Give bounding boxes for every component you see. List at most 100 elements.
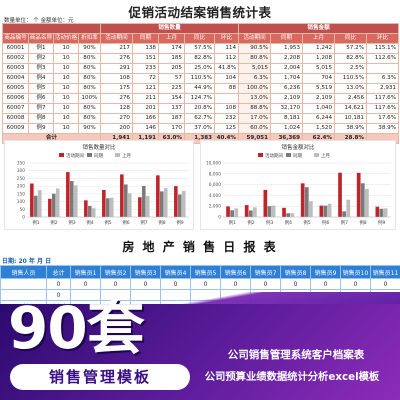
y-tick-label: 8,000	[209, 171, 222, 177]
table-cell: 154	[158, 93, 185, 104]
column-header: 商品名称	[28, 33, 54, 44]
daily-cell: 0	[370, 278, 400, 290]
bar	[338, 172, 342, 217]
daily-cell: 0	[190, 278, 221, 290]
table-cell: 17.0%	[238, 113, 272, 124]
table-cell: 10	[53, 63, 79, 74]
bar	[52, 193, 56, 217]
y-tick-label: 250	[17, 176, 25, 182]
table-cell: 1,520	[302, 123, 336, 134]
promo-line-2: 公司预算业绩数据统计分析excel模板	[204, 371, 380, 383]
daily-column-header: 销售员9	[310, 265, 341, 279]
table-cell: 5,015	[238, 63, 272, 74]
bar	[263, 189, 268, 217]
bar	[234, 208, 239, 217]
table-cell: 233	[132, 63, 159, 74]
table-cell: 例1	[28, 43, 54, 54]
column-header: 活动价格	[53, 33, 79, 44]
bar	[55, 188, 60, 217]
bar	[163, 188, 168, 217]
table-cell: 2,208	[270, 53, 304, 64]
column-header: 上月	[158, 33, 185, 44]
table-cell: 100%	[78, 93, 101, 104]
table-cell: 108	[213, 103, 240, 114]
table-cell: 1,953	[270, 43, 304, 54]
bar	[323, 205, 328, 217]
bar	[120, 174, 124, 217]
column-header-row: 商品编号 商品名称 活动价格 折扣率 活动期间 同期 上月 同比 环比 活动期间 同期 上月 同比 环比	[2, 33, 400, 44]
table-cell: 146	[132, 123, 159, 134]
table-cell: 170	[158, 123, 185, 134]
promo-count: 90套	[8, 294, 145, 362]
y-tick-label: 150	[17, 191, 25, 197]
table-cell: 1,024	[270, 123, 304, 134]
table-cell: 115.1%	[366, 43, 400, 54]
bar	[70, 181, 74, 217]
bar	[244, 205, 249, 217]
table-cell: 2,109	[302, 93, 336, 104]
total-row: 合计 1,941 1,191 63.0% 1,383 40.4% 59,051 36,369 6…	[2, 133, 400, 144]
table-cell: 60005	[2, 83, 29, 94]
bar	[178, 194, 182, 217]
table-cell: 117.6%	[366, 93, 400, 104]
table-cell: 5,519	[302, 83, 336, 94]
table-cell: 13.0%	[334, 83, 368, 94]
promo-sales-table: 销售数量 销售金额 商品编号 商品名称 活动价格 折扣率 活动期间 同期 上月 同比 环比 活动期…	[2, 23, 400, 144]
table-cell: 112	[213, 53, 240, 64]
y-tick-label: 350	[17, 161, 25, 167]
x-tick-label: 例9	[176, 219, 183, 226]
bar	[106, 198, 110, 217]
bar	[360, 183, 365, 217]
column-header: 商品编号	[2, 33, 29, 44]
table-cell: 125	[213, 123, 240, 134]
bar	[286, 213, 290, 217]
promo-line-1: 公司销售管理系统客户档案表	[227, 349, 365, 361]
table-cell: 32,170	[270, 103, 304, 114]
daily-column-header: 总计	[46, 265, 71, 279]
bar	[342, 211, 346, 217]
y-tick-label: 50	[20, 207, 26, 213]
bar	[127, 193, 132, 217]
bar	[138, 197, 142, 217]
column-header: 环比	[366, 33, 400, 44]
x-tick-label: 例3	[266, 219, 273, 226]
table-cell: 25.0%	[184, 63, 215, 74]
table-cell: 62.7%	[184, 113, 215, 124]
daily-cell: 0	[160, 278, 191, 290]
group-qty-header: 销售数量	[99, 23, 240, 34]
column-header: 活动期间	[238, 33, 272, 44]
bar	[309, 201, 313, 217]
bar	[356, 172, 361, 217]
daily-column-header: 销售员4	[160, 265, 191, 279]
table-cell: 10	[53, 93, 79, 104]
chart-title: 销售数量对比	[82, 143, 116, 151]
bar	[48, 198, 52, 217]
table-cell: 14,621	[334, 103, 368, 114]
column-header: 同比	[184, 33, 215, 44]
table-cell: 90%	[78, 43, 101, 54]
y-tick-label: 0	[22, 215, 25, 221]
table-cell: 90%	[78, 123, 101, 134]
bar	[160, 191, 164, 217]
table-cell: 72	[132, 73, 159, 84]
table-cell: 80%	[78, 83, 101, 94]
table-cell: 211	[132, 93, 159, 104]
bar	[124, 184, 128, 217]
table-cell: 1,242	[302, 43, 336, 54]
column-header: 活动期间	[100, 33, 133, 44]
y-tick-label: 4,000	[209, 193, 222, 199]
legend-label: 上月	[321, 152, 330, 159]
daily-column-header: 销售员3	[130, 265, 161, 279]
bar	[383, 208, 388, 217]
x-tick-label: 例1	[229, 219, 236, 226]
table-cell: 例3	[28, 63, 54, 74]
bar	[181, 190, 186, 217]
table-row: 60001 例1 10 90% 217 138 174 57.5% 114 90.5% 1,953 1…	[2, 43, 400, 54]
table-cell: 185	[158, 53, 185, 64]
x-tick-label: 例2	[50, 219, 57, 226]
table-cell: 1,208	[302, 53, 336, 64]
table-cell: 6,244	[302, 113, 336, 124]
table-cell	[366, 63, 400, 74]
table-row: 60002 例2 10 80% 276 151 185 82.8% 112 80.8% 2,208 1…	[2, 53, 400, 64]
